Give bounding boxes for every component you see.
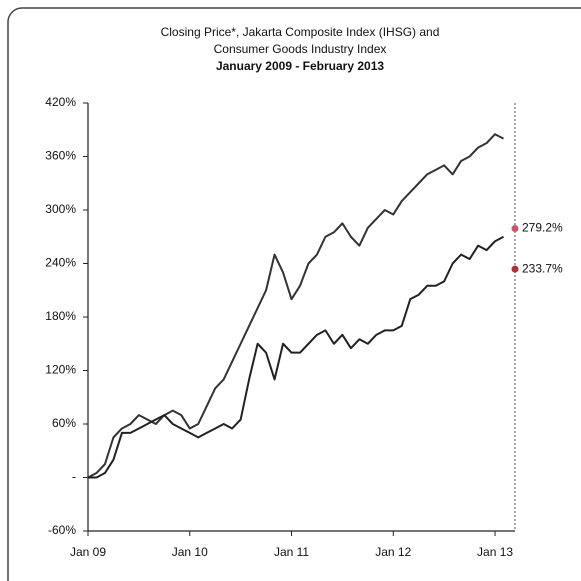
annotation-marker xyxy=(511,225,519,233)
y-tick-label: 180% xyxy=(45,309,76,323)
chart-title: Consumer Goods Industry Index xyxy=(214,42,387,56)
annotation-label: 233.7% xyxy=(522,261,563,275)
chart-subtitle: January 2009 - February 2013 xyxy=(216,59,384,73)
y-tick-label: 300% xyxy=(45,202,76,216)
y-tick-label: 240% xyxy=(45,256,76,270)
annotation-label: 279.2% xyxy=(522,221,563,235)
series-line xyxy=(88,235,504,479)
y-tick-label: -60% xyxy=(48,523,76,537)
x-tick-label: Jan 12 xyxy=(375,545,411,559)
x-tick-label: Jan 10 xyxy=(172,545,208,559)
series-line xyxy=(87,133,504,479)
y-tick-label: - xyxy=(72,470,76,484)
chart-title: Closing Price*, Jakarta Composite Index … xyxy=(161,25,440,39)
annotation-marker xyxy=(511,265,519,273)
y-tick-label: 120% xyxy=(45,363,76,377)
x-tick-label: Jan 13 xyxy=(477,545,513,559)
x-tick-label: Jan 11 xyxy=(274,545,309,559)
y-tick-label: 420% xyxy=(45,95,76,109)
x-tick-label: Jan 09 xyxy=(70,545,106,559)
y-tick-label: 360% xyxy=(45,149,76,163)
y-tick-label: 60% xyxy=(52,416,76,430)
